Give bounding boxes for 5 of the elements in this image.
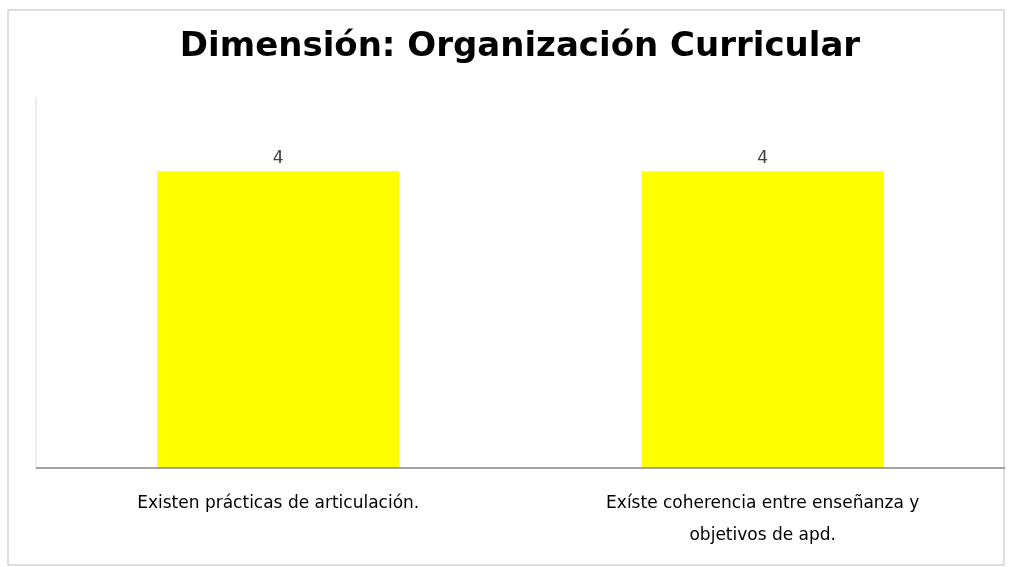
data-label: 4	[272, 147, 284, 168]
x-tick-label: Existen prácticas de articulación.	[137, 492, 420, 512]
chart-title: Dimensión: Organización Curricular	[179, 24, 861, 64]
x-tick-label: Exíste coherencia entre enseñanza y objetivos de apd.	[606, 492, 920, 544]
data-label: 4	[757, 147, 769, 168]
